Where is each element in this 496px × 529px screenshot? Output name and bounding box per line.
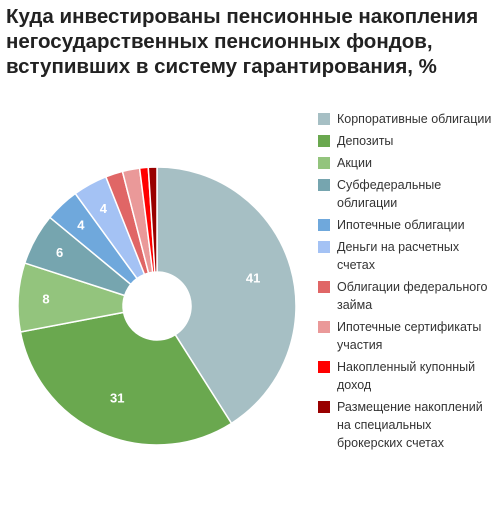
legend-item: Корпоративные облигации	[318, 110, 493, 128]
legend-label: Ипотечные сертификаты участия	[337, 320, 482, 352]
slice-data-label-3: 8	[42, 292, 49, 307]
slice-data-label-6: 4	[100, 201, 108, 216]
legend-swatch	[318, 135, 330, 147]
legend-swatch	[318, 401, 330, 413]
legend-swatch	[318, 113, 330, 125]
legend-swatch	[318, 179, 330, 191]
pie-slice-1	[156, 166, 297, 425]
legend-swatch	[318, 281, 330, 293]
pie-slice-2	[19, 311, 233, 446]
legend-item: Облигации федерального займа	[318, 278, 493, 314]
legend-item: Ипотечные сертификаты участия	[318, 318, 493, 354]
legend-swatch	[318, 219, 330, 231]
legend-swatch	[318, 321, 330, 333]
legend-swatch	[318, 157, 330, 169]
slice-data-label-2: 31	[110, 390, 124, 405]
legend-item: Деньги на расчетных счетах	[318, 238, 493, 274]
legend-item: Накопленный купонный доход	[318, 358, 493, 394]
legend-label: Размещение накоплений на специальных бро…	[337, 400, 483, 450]
legend-label: Субфедеральные облигации	[337, 178, 442, 210]
legend-label: Ипотечные облигации	[337, 218, 465, 232]
chart-legend: Корпоративные облигации Депозиты Акции Субф…	[318, 110, 493, 456]
pie-slice-10	[147, 166, 158, 273]
legend-item: Субфедеральные облигации	[318, 176, 493, 212]
legend-label: Облигации федерального займа	[337, 280, 488, 312]
legend-item: Акции	[318, 154, 493, 172]
legend-swatch	[318, 241, 330, 253]
slice-data-label-1: 41	[246, 271, 260, 286]
legend-item: Ипотечные облигации	[318, 216, 493, 234]
legend-item: Размещение накоплений на специальных бро…	[318, 398, 493, 452]
legend-label: Акции	[337, 156, 372, 170]
legend-item: Депозиты	[318, 132, 493, 150]
legend-label: Деньги на расчетных счетах	[337, 240, 460, 272]
legend-label: Накопленный купонный доход	[337, 360, 476, 392]
legend-label: Депозиты	[337, 134, 394, 148]
chart-title: Куда инвестированы пенсионные накопления…	[6, 5, 479, 78]
legend-label: Корпоративные облигации	[337, 112, 492, 126]
slice-data-label-4: 6	[56, 245, 63, 260]
slice-data-label-5: 4	[77, 217, 85, 232]
legend-swatch	[318, 361, 330, 373]
